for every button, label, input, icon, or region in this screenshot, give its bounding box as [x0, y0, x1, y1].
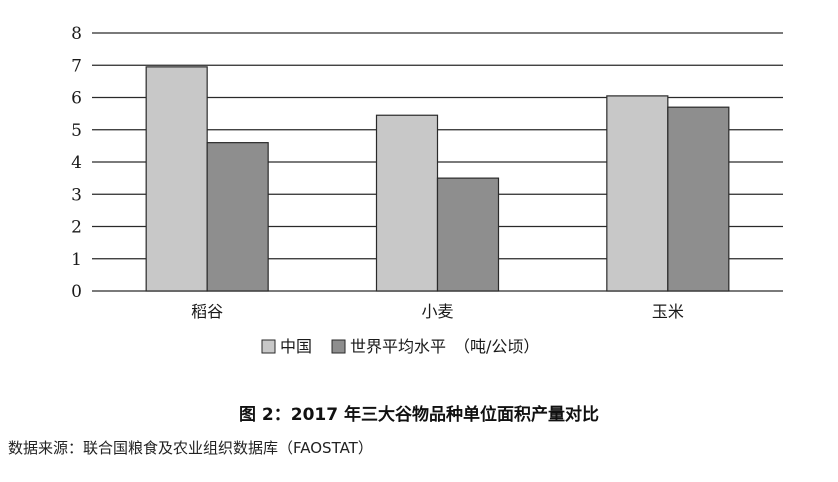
bar [606, 95, 669, 292]
y-tick-label: 1 [71, 250, 82, 270]
bars [145, 66, 730, 292]
y-tick-label: 2 [71, 218, 82, 238]
legend: 中国 世界平均水平 （吨/公顷） [261, 337, 539, 356]
legend-swatch [261, 339, 276, 354]
bar [667, 106, 730, 292]
bar-chart: 0 1 2 3 4 5 6 7 8 稻谷 小麦 玉米 中国 世界平均水平 （吨/公顷） [71, 24, 783, 356]
y-tick-label: 3 [71, 185, 82, 205]
y-tick-label: 8 [71, 24, 82, 44]
bar [375, 114, 439, 292]
x-axis-labels: 稻谷 小麦 玉米 [191, 302, 684, 321]
y-axis-ticks: 0 1 2 3 4 5 6 7 8 [71, 24, 82, 302]
y-tick-label: 5 [71, 121, 82, 141]
y-tick-label: 7 [71, 56, 82, 76]
data-source: 数据来源：联合国粮食及农业组织数据库（FAOSTAT） [8, 439, 373, 457]
chart-caption: 图 2：2017 年三大谷物品种单位面积产量对比 [239, 405, 599, 425]
legend-label: 中国 [280, 337, 312, 356]
x-tick-label: 稻谷 [191, 302, 223, 321]
y-tick-label: 6 [71, 89, 82, 109]
x-tick-label: 玉米 [652, 302, 684, 321]
bar [436, 177, 500, 292]
x-tick-label: 小麦 [421, 302, 453, 321]
unit-note: （吨/公顷） [454, 337, 539, 356]
bar [145, 66, 208, 292]
y-tick-label: 4 [71, 153, 82, 173]
legend-swatch [331, 339, 346, 354]
y-tick-label: 0 [71, 282, 82, 302]
legend-label: 世界平均水平 [350, 337, 446, 356]
bar [206, 142, 269, 292]
